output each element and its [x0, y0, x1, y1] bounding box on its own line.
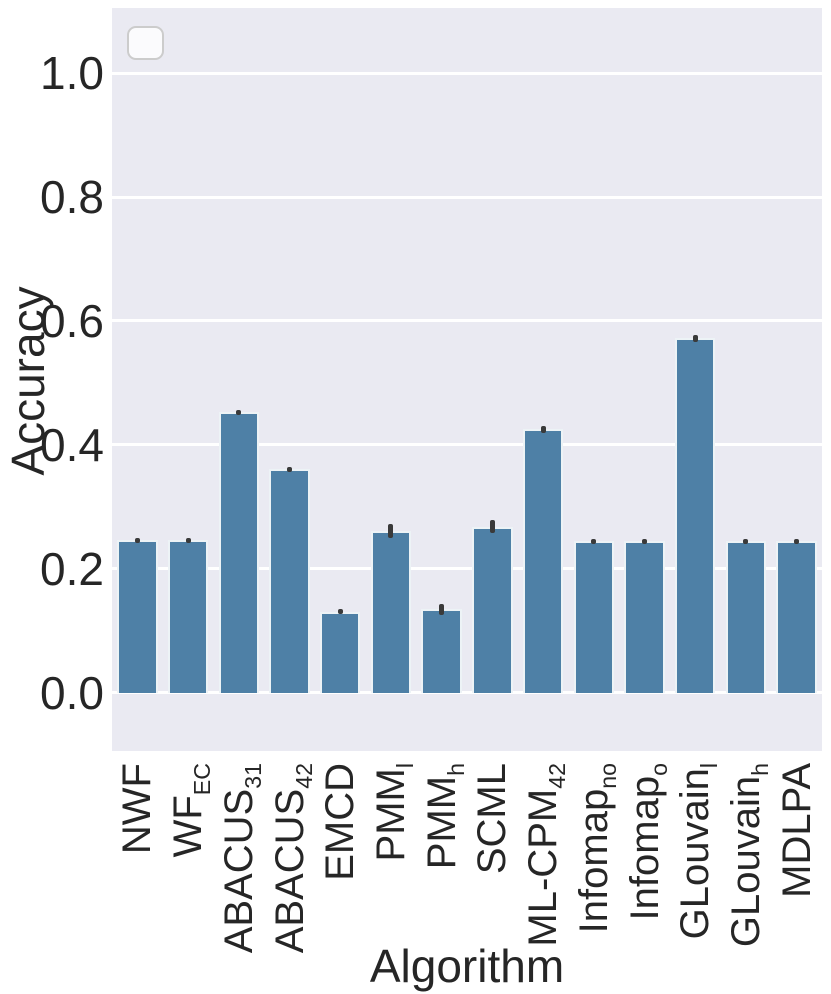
error-bar	[439, 603, 445, 615]
empty-legend-box	[127, 26, 164, 60]
y-tick-label: 0.2	[40, 542, 104, 595]
x-axis-label: Algorithm	[369, 940, 565, 992]
bar	[117, 540, 158, 693]
gridline	[112, 567, 822, 571]
x-tick-label: Infomapno	[571, 763, 621, 934]
bar	[624, 540, 665, 693]
bar	[218, 412, 260, 693]
gridline	[112, 319, 822, 323]
error-bar	[185, 537, 191, 543]
x-tick-label: PMMh	[419, 763, 469, 870]
error-bar	[236, 409, 242, 415]
x-tick-label: ML-CPM42	[521, 763, 571, 947]
y-tick-label: 0.8	[40, 171, 104, 223]
error-bar	[489, 520, 495, 533]
x-tick-label: WFEC	[166, 763, 216, 858]
x-tick-label: GLouvainl	[673, 763, 723, 940]
gridline	[112, 71, 822, 75]
bar	[776, 540, 817, 693]
error-bar	[388, 523, 394, 539]
x-tick-label: Infomapo	[622, 763, 672, 921]
y-tick-label: 1.0	[40, 47, 104, 100]
error-bar	[540, 425, 546, 434]
error-bar	[642, 539, 647, 545]
y-tick-label: 0.4	[40, 418, 104, 471]
bar	[370, 531, 412, 693]
x-tick-label: EMCD	[318, 763, 363, 881]
error-bar	[287, 466, 292, 472]
x-tick-label: MDLPA	[774, 763, 819, 898]
bar	[725, 540, 767, 693]
error-bar	[692, 334, 698, 342]
x-tick-label: PMMl	[368, 763, 418, 862]
bar	[319, 611, 361, 693]
y-axis-label: Accuracy	[2, 286, 54, 476]
error-bar	[591, 539, 597, 545]
error-bar	[794, 539, 800, 545]
x-tick-label: GLouvainh	[723, 763, 773, 948]
bar	[421, 609, 462, 693]
gridline	[112, 443, 822, 447]
bar	[167, 540, 209, 693]
plot-area	[112, 8, 822, 751]
x-tick-label: ABACUS42	[267, 763, 317, 954]
error-bar	[743, 539, 749, 545]
gridline	[112, 195, 822, 199]
x-tick-label: ABACUS31	[216, 763, 266, 954]
bar	[573, 540, 615, 693]
y-tick-label: 0.6	[40, 294, 104, 347]
y-tick-label: 0.0	[40, 666, 104, 719]
error-bar	[337, 609, 343, 615]
x-tick-label: SCML	[470, 763, 515, 875]
bar	[472, 526, 513, 693]
error-bar	[134, 537, 140, 543]
bar	[269, 469, 310, 693]
bar	[674, 338, 716, 693]
gridline	[112, 691, 822, 695]
bar	[522, 429, 564, 693]
x-tick-label: NWF	[115, 763, 160, 855]
